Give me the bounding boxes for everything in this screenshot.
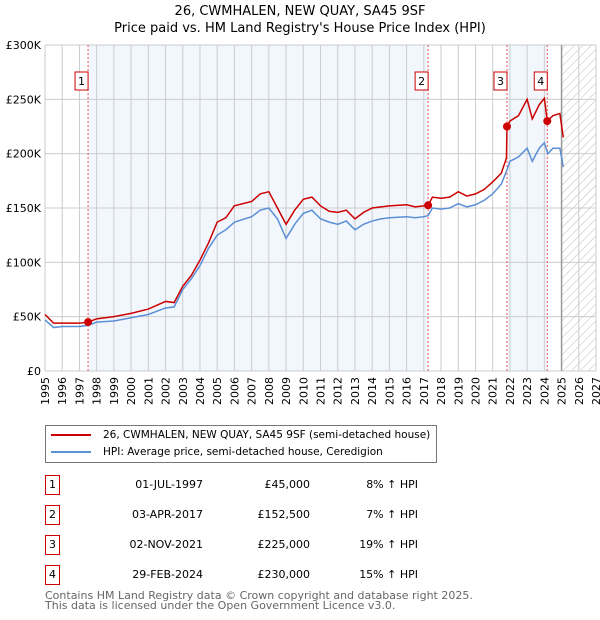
footer-line1: Contains HM Land Registry data © Crown c… [45,589,473,602]
sale-row: 3 02-NOV-2021 £225,000 19% ↑ HPI [45,535,445,555]
sale-number: 3 [45,535,60,555]
x-tick-label: 2015 [383,377,396,405]
footer: Contains HM Land Registry data © Crown c… [45,589,473,612]
x-tick-label: 2026 [573,377,586,405]
x-tick-label: 2016 [401,377,414,405]
legend: 26, CWMHALEN, NEW QUAY, SA45 9SF (semi-d… [45,425,437,463]
x-tick-label: 1995 [39,377,52,405]
sale-row: 1 01-JUL-1997 £45,000 8% ↑ HPI [45,475,445,495]
x-tick-label: 2027 [590,377,600,405]
chart-subtitle: Price paid vs. HM Land Registry's House … [114,21,486,36]
x-tick-label: 1998 [91,377,104,405]
x-tick-label: 2012 [332,377,345,405]
sale-price: £152,500 [257,508,311,521]
sale-row: 2 03-APR-2017 £152,500 7% ↑ HPI [45,505,445,525]
sale-date: 01-JUL-1997 [135,478,203,491]
sale-label: 2 [418,75,425,88]
x-tick-label: 2023 [521,377,534,405]
sale-label-box [74,71,89,91]
x-tick-label: 2007 [246,377,259,405]
x-tick-label: 2021 [487,377,500,405]
x-tick-label: 2004 [194,377,207,405]
x-tick-label: 2000 [125,377,138,405]
x-tick-label: 2008 [263,377,276,405]
sale-price: £230,000 [257,568,311,581]
chart-title: 26, CWMHALEN, NEW QUAY, SA45 9SF [174,4,426,19]
y-tick-label: £100K [6,256,42,269]
x-tick-label: 2002 [160,377,173,405]
legend-blue-label: HPI: Average price, semi-detached house,… [103,446,383,458]
x-tick-label: 2019 [452,377,465,405]
sale-price: £225,000 [257,538,311,551]
sale-number: 1 [45,475,60,495]
y-tick-label: £0 [27,365,41,378]
sale-point [424,201,433,210]
x-tick-label: 1999 [108,377,121,405]
x-tick-label: 1996 [56,377,69,405]
x-tick-label: 2022 [504,377,517,405]
footer-line2: This data is licensed under the Open Gov… [45,599,396,612]
sale-point [543,117,552,126]
x-tick-label: 1997 [73,377,86,405]
sale-row: 4 29-FEB-2024 £230,000 15% ↑ HPI [45,565,445,585]
sale-date: 02-NOV-2021 [129,538,203,551]
sale-label: 4 [537,75,544,88]
legend-blue-swatch [51,451,91,453]
sale-price: £45,000 [264,478,311,491]
sale-hpi-diff: 15% ↑ HPI [359,568,418,581]
x-tick-label: 2018 [435,377,448,405]
sale-label-box [414,71,429,91]
x-tick-label: 2006 [228,377,241,405]
x-tick-label: 2017 [418,377,431,405]
sale-hpi-diff: 19% ↑ HPI [359,538,418,551]
sale-point [502,122,511,131]
x-tick-label: 2005 [211,377,224,405]
legend-red-label: 26, CWMHALEN, NEW QUAY, SA45 9SF (semi-d… [103,429,431,441]
plot-area: 1995 1996 1997 1998 1999 2000 2001 2002 2003 2004… [6,39,600,405]
sale-hpi-diff: 7% ↑ HPI [366,508,418,521]
y-tick-label: £200K [6,148,42,161]
sale-label: 3 [497,75,504,88]
x-tick-label: 2020 [469,377,482,405]
x-tick-label: 2003 [177,377,190,405]
x-tick-label: 2010 [297,377,310,405]
sale-label-box [533,71,548,91]
sale-number: 4 [45,565,60,585]
sale-date: 29-FEB-2024 [132,568,203,581]
y-tick-label: £250K [6,93,42,106]
hpi-line [44,141,565,329]
x-tick-label: 2013 [349,377,362,405]
sale-number: 2 [45,505,60,525]
legend-red-swatch [51,434,91,436]
x-tick-label: 2014 [366,377,379,405]
x-tick-label: 2024 [538,377,551,405]
y-tick-label: £150K [6,202,42,215]
sale-hpi-diff: 8% ↑ HPI [366,478,418,491]
x-tick-label: 2011 [315,377,328,405]
sale-date: 03-APR-2017 [131,508,203,521]
y-tick-label: £50K [13,311,42,324]
x-tick-label: 2009 [280,377,293,405]
sale-label: 1 [78,75,85,88]
y-tick-label: £300K [6,39,42,52]
sale-point [84,318,93,327]
x-tick-label: 2001 [142,377,155,405]
sale-label-box [493,71,508,91]
x-tick-label: 2025 [556,377,569,405]
